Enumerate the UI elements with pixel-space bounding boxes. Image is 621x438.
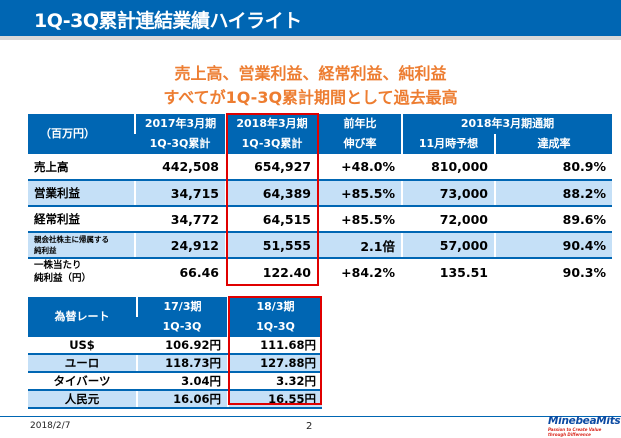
yoy-value: +85.5%	[317, 206, 402, 233]
company-logo: MinebeaMitsumi Passion to Create Value t…	[548, 415, 621, 437]
fx-curr-header-1: 18/3期	[227, 297, 322, 317]
yoy-value: +85.5%	[317, 180, 402, 207]
achieve-value: 90.3%	[494, 258, 612, 285]
row-label: 親会社株主に帰属する 純利益	[28, 232, 135, 259]
row-label-line-2: 純利益（円）	[34, 273, 92, 284]
prev-value: 34,772	[134, 206, 226, 233]
achieve-header: 達成率	[494, 134, 612, 154]
currency-label: タイバーツ	[28, 372, 137, 391]
results-table: （百万円） 2017年3月期 2018年3月期 前年比 2018年3月期通期 1…	[28, 114, 612, 285]
slide-title: 1Q-3Q累計連結業績ハイライト	[34, 10, 302, 32]
yoy-value: +84.2%	[317, 258, 402, 285]
logo-name: MinebeaMitsumi	[548, 415, 621, 427]
fx-prev-header-2: 1Q-3Q	[137, 317, 228, 337]
currency-label: 人民元	[28, 390, 137, 409]
unit-header: （百万円）	[28, 114, 135, 154]
headline-line-2: すべてが1Q-3Q累計期間として過去最高	[163, 88, 458, 107]
forecast-value: 810,000	[401, 154, 495, 181]
row-label: 一株当たり純利益（円）	[28, 258, 135, 285]
fx-curr-header-2: 1Q-3Q	[227, 317, 322, 337]
fullyear-header: 2018年3月期通期	[401, 114, 612, 134]
prev-value: 24,912	[134, 232, 226, 259]
headline-line-1: 売上高、営業利益、経常利益、純利益	[174, 64, 447, 83]
currency-label: ユーロ	[28, 354, 137, 373]
row-label: 売上高	[28, 154, 135, 181]
curr-header-2: 1Q-3Q累計	[225, 134, 318, 154]
achieve-value: 90.4%	[494, 232, 612, 259]
footer-date: 2018/2/7	[30, 421, 71, 431]
prev-value: 66.46	[134, 258, 226, 285]
forecast-value: 57,000	[401, 232, 495, 259]
table-row: US$ 106.92円 111.68円	[28, 337, 322, 355]
table-row: タイバーツ 3.04円 3.32円	[28, 372, 322, 391]
fx-curr-value: 127.88円	[227, 354, 322, 373]
forecast-value: 135.51	[401, 258, 495, 285]
achieve-value: 88.2%	[494, 180, 612, 207]
title-underline	[0, 36, 621, 40]
fx-prev-value: 16.06円	[136, 390, 228, 409]
table-row: 営業利益 34,715 64,389 +85.5% 73,000 88.2%	[28, 180, 612, 207]
fx-header: 為替レート	[28, 297, 137, 337]
prev-value: 442,508	[134, 154, 226, 181]
current-period-highlight	[226, 113, 319, 286]
curr-header-1: 2018年3月期	[225, 114, 318, 134]
curr-value: 64,515	[225, 206, 318, 233]
title-bar: 1Q-3Q累計連結業績ハイライト	[0, 0, 621, 36]
fx-prev-value: 106.92円	[136, 337, 228, 355]
yoy-header-1: 前年比	[317, 114, 402, 134]
table-row: 経常利益 34,772 64,515 +85.5% 72,000 89.6%	[28, 206, 612, 233]
row-label: 営業利益	[28, 180, 135, 207]
forecast-value: 73,000	[401, 180, 495, 207]
fx-curr-value: 111.68円	[227, 337, 322, 355]
table-row: ユーロ 118.73円 127.88円	[28, 354, 322, 373]
prev-value: 34,715	[134, 180, 226, 207]
yoy-value: +48.0%	[317, 154, 402, 181]
curr-value: 122.40	[225, 258, 318, 285]
fx-prev-value: 3.04円	[136, 372, 228, 391]
currency-label: US$	[28, 337, 137, 355]
row-label: 経常利益	[28, 206, 135, 233]
yoy-header-2: 伸び率	[317, 134, 402, 154]
curr-value: 64,389	[225, 180, 318, 207]
fx-prev-header-1: 17/3期	[136, 297, 228, 317]
achieve-value: 89.6%	[494, 206, 612, 233]
prev-header-2: 1Q-3Q累計	[135, 134, 226, 154]
achieve-value: 80.9%	[494, 154, 612, 181]
yoy-value: 2.1倍	[317, 232, 402, 259]
table-row: 一株当たり純利益（円） 66.46 122.40 +84.2% 135.51 9…	[28, 258, 612, 285]
page-number: 2	[306, 421, 313, 432]
row-label-line-1: 一株当たり	[34, 260, 82, 271]
table-row: 売上高 442,508 654,927 +48.0% 810,000 80.9%	[28, 154, 612, 181]
fx-prev-value: 118.73円	[136, 354, 228, 373]
forecast-header: 11月時予想	[401, 134, 495, 154]
curr-value: 51,555	[225, 232, 318, 259]
footer-divider	[0, 416, 621, 417]
fx-current-highlight	[228, 296, 322, 405]
fx-curr-value: 3.32円	[227, 372, 322, 391]
row-label-line-2: 純利益	[34, 246, 57, 255]
table-row: 親会社株主に帰属する 純利益 24,912 51,555 2.1倍 57,000 …	[28, 232, 612, 259]
logo-tagline: Passion to Create Value through Differen…	[548, 427, 602, 437]
prev-header-1: 2017年3月期	[134, 114, 226, 134]
row-label-line-1: 親会社株主に帰属する	[34, 235, 109, 244]
forecast-value: 72,000	[401, 206, 495, 233]
